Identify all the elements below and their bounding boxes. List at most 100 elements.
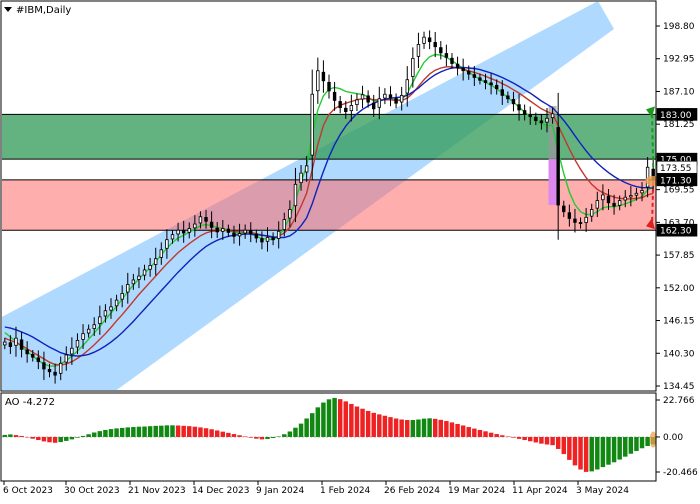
ao-bar [287,431,293,437]
candle-body [573,218,577,223]
ao-bar [377,414,382,437]
candle-body [617,200,622,206]
x-tick-label: 1 Feb 2024 [320,486,371,496]
ao-bar [405,420,410,437]
ao-bar [611,436,617,463]
menu-triangle-icon[interactable] [4,7,12,12]
candle-body [193,223,197,229]
ao-bar [410,420,416,437]
current-price-label-bg [656,160,698,174]
ao-bar [567,436,572,460]
moving-average-line [4,66,654,366]
x-tick-label: 3 May 2024 [576,486,629,496]
candle-body [304,165,309,173]
ao-bar [388,417,393,437]
ao-bar [248,436,253,438]
candle-body [489,82,493,86]
candle-body [271,237,275,241]
ao-bar [466,427,471,437]
ao-bar [254,436,259,439]
candle-body [388,94,393,99]
candle-body [165,239,169,249]
x-tick-label: 21 Nov 2023 [128,486,186,496]
ao-bar [494,434,499,437]
ao-bar [214,430,220,437]
ao-bar [159,425,164,437]
candle-body [293,183,298,207]
ao-bar [80,435,86,437]
candle-body [86,328,91,334]
candle-body [606,195,611,204]
candle-body [338,101,342,109]
candle-body [215,227,219,233]
ao-bar [259,436,265,440]
candle-body [349,105,354,112]
ao-bar [198,427,203,437]
ao-bar [242,436,248,437]
ao-bar [270,436,276,438]
ao-bar [203,428,209,437]
ao-bar [97,431,103,437]
ao-bar [170,425,175,437]
x-tick-label: 19 Mar 2024 [448,486,505,496]
drop-highlight-gray [548,106,557,206]
ao-bar [304,418,309,437]
price-tick-label: 187.10 [663,87,695,97]
ao-bar [606,436,611,465]
candle-body [276,230,281,239]
candle-body [53,371,57,376]
candle-body [198,216,203,224]
candle-body [483,80,488,83]
candle-body [422,36,426,44]
ao-bar [58,436,63,443]
candle-body [75,340,80,348]
ao-bar [8,434,13,437]
ao-bar [226,432,231,437]
ao-bar [449,422,455,437]
candle-body [254,233,259,239]
ao-bar [231,434,237,437]
candle-body [316,70,320,92]
ao-bar [527,436,533,442]
x-tick-label: 9 Jan 2024 [256,486,304,496]
candle-body [288,209,292,219]
ao-bar [393,418,399,437]
bullish-projection-arrow [651,110,655,168]
ao-bar [30,436,35,439]
candle-body [506,95,510,100]
ao-bar [220,431,226,437]
ao-bar [455,423,460,437]
candle-body [562,205,566,213]
candle-body [8,342,13,347]
ao-bar [354,406,360,437]
candle-body [159,249,164,258]
ao-bar [326,399,332,437]
ao-bar [293,427,298,437]
ao-bar [175,425,181,437]
ao-bar [47,436,52,443]
ao-bar [539,436,544,444]
x-tick-label: 6 Oct 2023 [3,486,53,496]
ao-bar [365,410,371,437]
candle-body [187,228,191,233]
candle-body [550,113,555,119]
candle-body [181,230,186,234]
level-label-171: 171.30 [660,176,692,186]
x-tick-label: 14 Dec 2023 [192,486,250,496]
candle-body [243,229,247,234]
ao-bar [628,436,634,454]
ao-bar [483,431,488,437]
candle-body [595,200,600,209]
ao-bar [639,436,645,449]
ao-bar [181,425,186,437]
candle-body [590,209,594,217]
candle-body [383,93,387,99]
level-label-183: 183.00 [660,111,692,121]
candle-body [472,74,477,78]
candle-body [522,110,527,115]
ao-bar [572,436,578,466]
price-tick-label: 157.85 [663,251,695,261]
candle-body [467,70,471,75]
price-panel-frame [0,0,657,392]
candle-body [58,362,63,374]
